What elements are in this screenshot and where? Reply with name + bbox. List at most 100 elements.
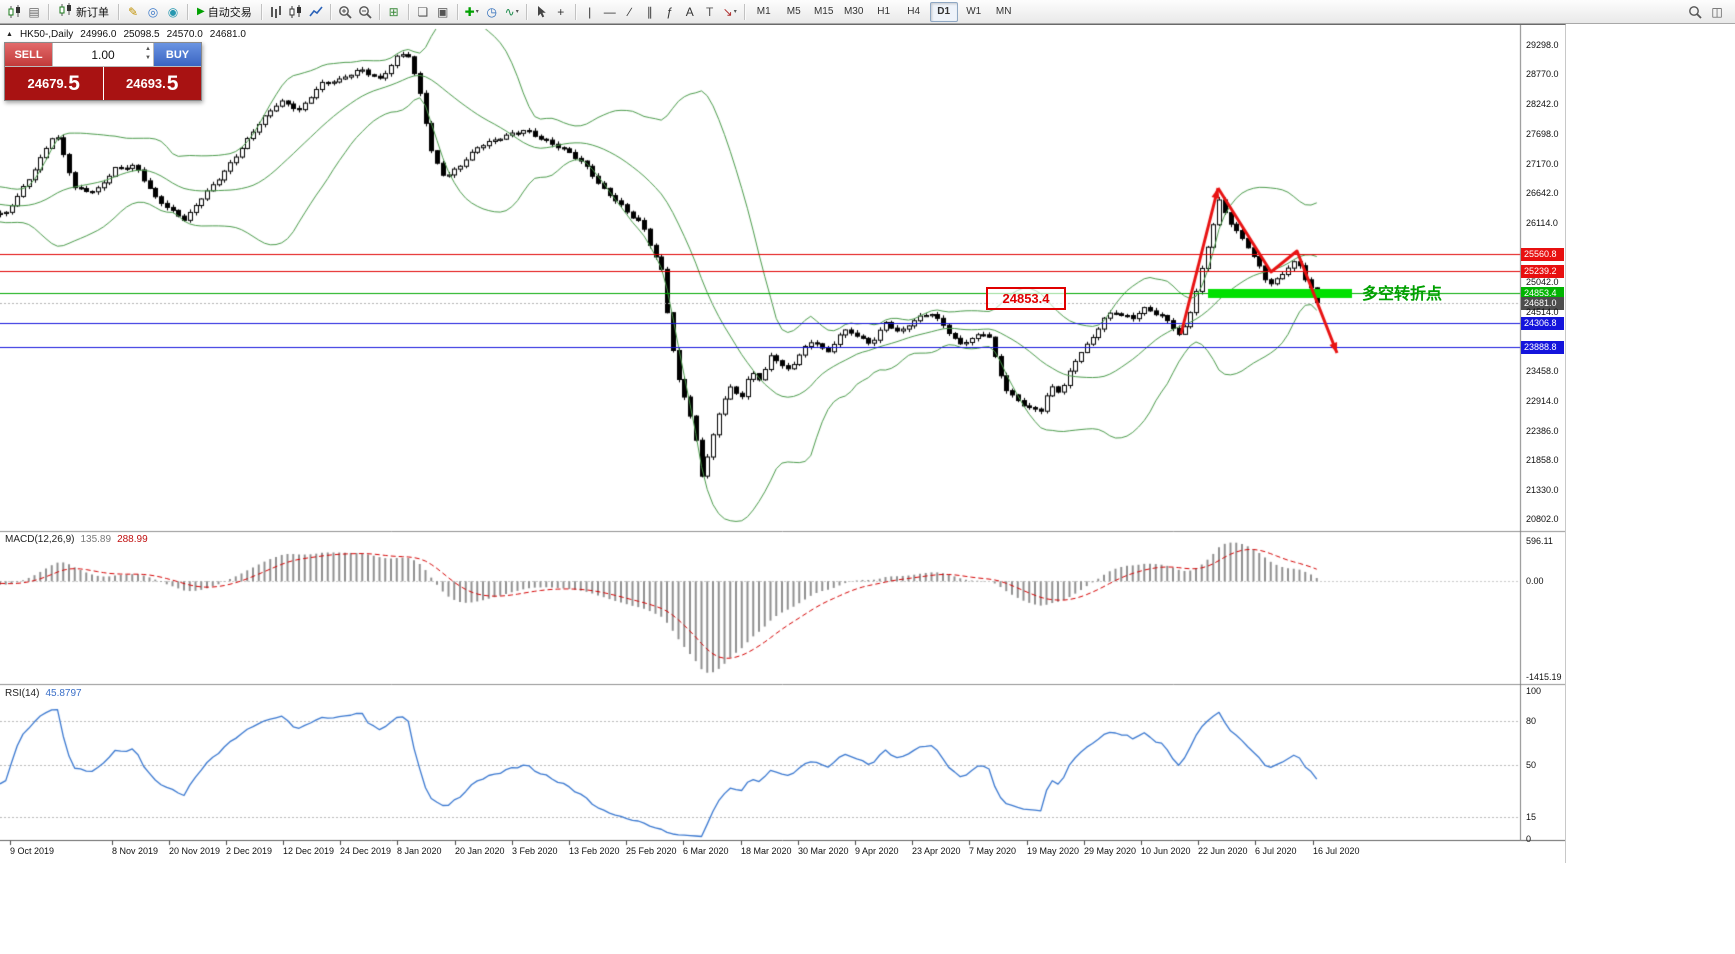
rsi-axis-label: 15 [1526,811,1537,822]
date-axis-label: 13 Feb 2020 [569,846,620,856]
oct-collapse-toggle[interactable]: ▲ [6,30,13,38]
candlestick-chart-icon[interactable] [286,3,306,21]
date-axis-label: 25 Feb 2020 [626,846,677,856]
search-icon[interactable] [1685,3,1705,21]
autotrading-button[interactable]: ▶ 自动交易 [192,2,257,21]
layouts-icon[interactable]: ◫ [1711,4,1723,19]
timeframe-m15[interactable]: M15 [813,6,834,17]
crosshair-icon[interactable]: + [557,4,565,19]
volume-stepper[interactable]: ▲ ▼ [145,46,151,61]
date-axis-label: 30 Mar 2020 [798,846,849,856]
buy-button[interactable]: BUY [154,43,201,66]
cascade-windows-icon[interactable]: ❏ [417,4,429,19]
price-axis-label: 28242.0 [1526,98,1559,109]
tile-windows-icon[interactable]: ⊞ [388,4,399,19]
toolbar-separator [260,3,262,20]
price-axis-tag-blue: 24306.8 [1521,317,1564,331]
price-chart-canvas[interactable] [0,25,1565,863]
zoom-out-icon[interactable] [355,3,375,21]
price-axis-tag-blue: 23888.8 [1521,340,1564,354]
date-axis-label: 6 Jul 2020 [1255,846,1297,856]
price-axis-tag-red: 25239.2 [1521,265,1564,279]
channel-icon[interactable]: ∥ [646,4,653,19]
label-tool-icon[interactable]: T [706,4,714,19]
timeframe-h1[interactable]: H1 [877,6,891,17]
timeframe-h4[interactable]: H4 [907,6,921,17]
toolbar-separator [329,3,331,20]
timeframe-w1[interactable]: W1 [966,6,982,17]
zoom-in-icon[interactable] [335,3,355,21]
indicators-icon[interactable]: ∿ ▾ [504,4,519,19]
price-axis-label: 26642.0 [1526,188,1559,199]
date-axis-label: 6 Mar 2020 [683,846,729,856]
macd-axis-label: -1415.19 [1526,672,1562,683]
buy-price: 24693. [126,76,166,91]
timeframe-m30[interactable]: M30 [843,6,864,17]
buy-price-button[interactable]: 24693. 5 [103,67,201,100]
line-chart-icon[interactable] [306,3,326,21]
strategy-tester-icon[interactable]: ◎ [147,4,159,19]
ohlc-low: 24570.0 [166,28,203,40]
chart-window: ▲ HK50-,Daily 24996.0 25098.5 24570.0 24… [0,24,1566,863]
price-axis-tag-red: 25560.8 [1521,247,1564,261]
add-chart-icon[interactable]: ✚ ▾ [464,4,479,19]
price-axis-label: 24514.0 [1526,306,1559,317]
sell-price-button[interactable]: 24679. 5 [5,67,103,100]
vertical-line-icon[interactable]: | [588,4,592,19]
text-tool-icon[interactable]: A [685,4,694,19]
timeframe-d1[interactable]: D1 [929,1,958,22]
price-axis-label: 28770.0 [1526,69,1559,80]
toolbar: ▤ 新订单 ✎ ◎ ◉ ▶ 自动交易 ⊞ ❏ ▣ ✚ ▾ ◷ ∿ ▾ + | ― ∕ ∥ ƒ A T ↘ ▾ M1 M5 M15 M30… [0,0,1735,24]
new-chart-icon[interactable] [4,3,24,21]
date-axis-label: 20 Nov 2019 [169,846,221,856]
macd-axis-label: 596.11 [1526,536,1553,546]
timeframe-m1[interactable]: M1 [756,6,771,17]
price-callout-box[interactable]: 24853.4 [986,287,1066,310]
price-axis-tag-current: 24681.0 [1521,296,1564,310]
arrange-windows-icon[interactable]: ▣ [437,4,449,19]
price-axis-label: 22386.0 [1526,425,1559,436]
new-order-button[interactable]: 新订单 [53,2,114,21]
trendline-icon[interactable]: ∕ [628,4,631,19]
volume-input[interactable] [66,46,140,63]
arrows-icon[interactable]: ↘ ▾ [722,4,737,19]
timeframe-mn[interactable]: MN [995,6,1012,17]
price-axis[interactable]: 29298.0 28770.0 28242.0 27698.0 27170.0 26642… [1521,25,1565,844]
rsi-axis-label: 50 [1526,760,1537,770]
rsi-axis-label: 100 [1526,686,1542,696]
timeframe-m5[interactable]: M5 [786,6,801,17]
rsi-indicator-label: RSI(14) 45.8797 [5,688,82,699]
one-click-trading-panel: SELL ▲▼ BUY 24679.5 24693.5 [4,42,202,101]
play-icon: ▶ [197,6,205,17]
date-axis-label: 12 Dec 2019 [283,846,335,856]
ohlc-open: 24996.0 [80,28,117,40]
clock-icon[interactable]: ◷ [486,4,497,19]
price-axis-label: 27698.0 [1526,129,1559,140]
turning-point-label[interactable]: 多空转折点 [1362,286,1443,303]
date-axis-label: 3 Feb 2020 [512,846,558,856]
date-axis-label: 19 May 2020 [1027,846,1080,856]
fibonacci-icon[interactable]: ƒ [666,4,674,19]
price-axis-label: 22914.0 [1526,396,1559,407]
metaeditor-icon[interactable]: ✎ [127,4,139,19]
date-axis-label: 8 Jan 2020 [397,846,442,856]
price-axis-label: 27170.0 [1526,158,1559,169]
toolbar-separator [574,3,576,20]
price-axis-label: 21330.0 [1526,484,1559,495]
profiles-icon[interactable]: ▤ [28,4,40,19]
toolbar-separator [118,3,119,20]
symbol-period: HK50-,Daily [19,28,74,40]
bar-chart-icon[interactable] [266,3,286,21]
cursor-icon[interactable] [531,3,551,21]
volume-field[interactable]: ▲▼ [52,43,154,66]
rsi-axis-label: 0 [1526,834,1532,844]
community-icon[interactable]: ◉ [167,4,179,19]
toolbar-separator [48,3,49,20]
date-axis[interactable]: 9 Oct 2019 8 Nov 2019 20 Nov 2019 2 Dec 201… [0,841,1520,863]
sell-button[interactable]: SELL [5,43,52,66]
price-axis-label: 23458.0 [1526,365,1559,376]
date-axis-label: 8 Nov 2019 [112,846,159,856]
horizontal-line-icon[interactable]: ― [603,4,616,19]
price-axis-label: 29298.0 [1526,40,1559,50]
